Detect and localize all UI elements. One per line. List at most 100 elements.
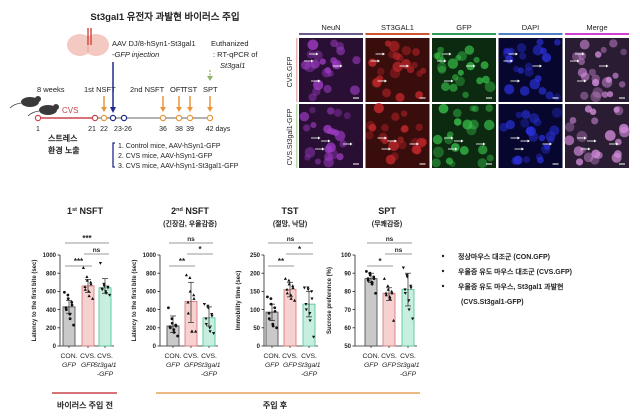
x-tick-label: CVS. [183,353,199,360]
y-tick-label: 800 [146,271,157,277]
cell [309,106,316,114]
cell [533,118,542,127]
data-point [89,280,93,284]
arrow-head-icon [350,142,353,146]
cell [553,93,561,101]
cell [329,128,336,135]
cell [592,87,604,99]
column-label-gfp: GFP [456,23,471,32]
data-point [68,312,72,316]
arrow-head-icon [416,142,419,146]
data-point [186,311,190,315]
cell [541,144,551,154]
cell [591,117,599,125]
injection-label-2: -GFP injection [112,50,159,59]
x-tick-label: CON. [61,353,78,360]
cell [618,81,626,88]
significance-label: *** [74,257,84,266]
cell [503,47,510,55]
data-point [401,266,405,270]
y-tick-label: 1000 [143,253,157,259]
cell [381,123,389,132]
x-tick-label: GFP [382,362,396,369]
bar [98,287,112,347]
chart-title: 1st NSFT [67,206,103,216]
arrow-head-icon [483,142,486,146]
data-point [102,284,106,288]
arrow-head-icon [594,139,597,143]
cell [569,117,577,124]
significance-label: * [298,245,302,254]
data-point [304,308,308,312]
chart-subtitle: (절망, 낙담) [273,219,307,228]
data-point [273,306,277,310]
significance-label: ns [395,247,403,254]
chart-1st-nsft: 1st NSFT 0 200 400 600 800 1000 Latency to the … [32,206,117,378]
data-point [100,288,104,292]
y-axis-label: Latency to the first bite (sec) [32,260,38,342]
column-color-bar [498,33,563,35]
data-point [172,330,176,334]
data-point [87,294,91,298]
data-point [208,326,212,330]
data-point [210,312,214,316]
x-tick-label: -GFP [97,371,114,378]
figure-title: St3gal1 유전자 과발현 바이러스 주입 [90,11,239,23]
cell [325,142,336,153]
data-point [170,321,174,325]
cell [517,67,525,74]
significance-label: *** [82,234,92,243]
euthanized-label-2: : RT-qPCR of [213,50,258,59]
x-tick-label: CVS. [80,353,96,360]
data-point [168,326,172,330]
x-tick-label: GFP [62,362,76,369]
cell [391,112,400,121]
timeline-node [109,114,117,122]
y-tick-label: 1000 [43,253,57,259]
cell [439,57,446,64]
arrow-head-icon [322,147,325,151]
data-point [208,330,212,334]
arrow-head-icon [451,136,454,140]
cell [397,136,404,144]
cell [401,125,409,133]
cell [584,105,593,113]
cell [384,40,392,47]
data-point [85,278,89,282]
chart-subtitle: (긴장감, 우울감증) [163,219,217,228]
column-label-neun: NeuN [321,23,340,32]
arrow-head-icon [176,107,182,112]
cell [462,119,473,130]
data-point [407,308,411,312]
data-point [212,332,216,335]
cell [516,43,527,53]
data-point [289,296,293,300]
cell [323,84,332,94]
y-tick-label: 100 [250,308,261,314]
data-point [407,299,411,303]
cell [476,77,484,85]
cell [310,121,317,129]
cell [601,91,609,98]
cell [515,111,523,119]
cell [368,123,377,132]
data-point [91,296,95,300]
data-point [188,276,192,279]
y-tick-label: 200 [46,326,57,332]
data-point [269,302,273,306]
data-point [306,286,310,290]
brain-icon [67,28,109,56]
before-injection-label: 바이러스 주입 전 [57,400,113,410]
timeline-node [186,114,194,122]
arrow-head-icon [515,52,518,56]
y-tick-label: 600 [146,290,157,296]
data-point [285,291,289,295]
chart-title: SPT [378,206,396,216]
arrow-head-icon [207,107,213,112]
data-point [170,317,174,321]
cell [459,146,469,155]
data-point [269,297,273,301]
data-point [188,289,192,293]
data-point [167,306,170,310]
data-point [312,335,316,339]
